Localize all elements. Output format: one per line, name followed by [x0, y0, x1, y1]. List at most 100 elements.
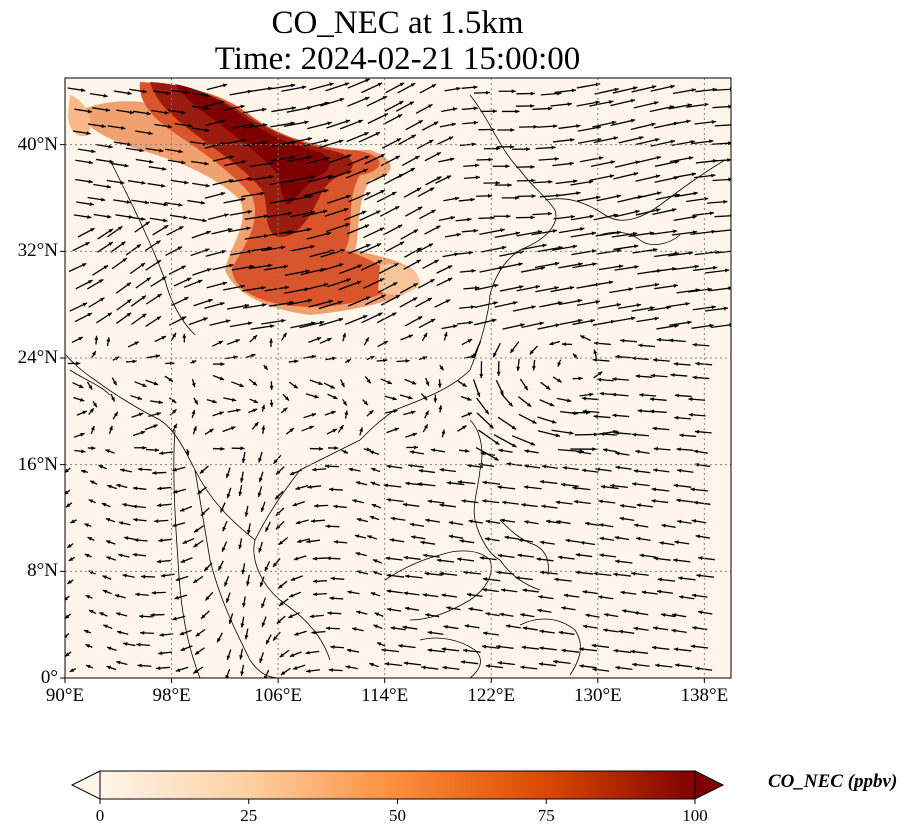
wind-arrow	[673, 647, 692, 652]
wind-arrow	[397, 167, 416, 179]
wind-arrow	[324, 208, 349, 217]
wind-arrow	[652, 266, 677, 273]
wind-arrow	[667, 119, 691, 126]
wind-arrow	[446, 481, 465, 486]
wind-arrow	[108, 425, 113, 434]
wind-arrow	[114, 594, 126, 599]
wind-arrow	[344, 410, 349, 419]
wind-arrow	[330, 576, 345, 581]
wind-arrow	[499, 612, 514, 617]
lat-tick-label: 24°N	[17, 347, 58, 368]
colorbar-label: CO_NEC (ppbv)	[768, 771, 898, 792]
wind-arrow	[75, 159, 94, 165]
wind-arrow	[152, 471, 167, 475]
wind-arrow	[438, 157, 455, 163]
wind-arrow	[240, 471, 244, 483]
wind-arrow	[539, 193, 561, 198]
wind-arrow	[370, 591, 381, 597]
wind-arrow	[545, 519, 561, 524]
wind-arrow	[612, 413, 630, 418]
wind-arrow	[67, 87, 86, 92]
wind-arrow	[144, 239, 161, 252]
wind-arrow	[358, 131, 381, 143]
wind-arrow	[611, 231, 638, 238]
wind-arrow	[523, 485, 542, 490]
wind-arrow	[464, 624, 480, 629]
wind-arrow	[192, 666, 204, 674]
wind-arrow	[397, 134, 417, 146]
wind-arrow	[669, 320, 692, 326]
wind-arrow	[418, 356, 428, 361]
wind-arrow	[271, 106, 297, 113]
wind-arrow	[327, 154, 352, 164]
wind-arrow	[399, 394, 413, 400]
wind-arrow	[206, 83, 228, 91]
wind-arrow	[145, 379, 159, 386]
wind-arrow	[110, 393, 116, 402]
wind-arrow	[670, 373, 688, 377]
wind-arrow	[386, 607, 402, 612]
wind-arrow	[695, 666, 713, 671]
wind-arrow	[473, 318, 497, 326]
wind-arrow	[151, 590, 166, 595]
wind-arrow	[225, 467, 231, 479]
wind-arrow	[107, 225, 123, 238]
wind-arrow	[715, 250, 731, 254]
wind-arrow	[708, 286, 731, 292]
wind-arrow	[580, 540, 596, 546]
wind-arrow	[86, 381, 93, 390]
wind-arrow	[88, 609, 97, 615]
wind-arrow	[371, 503, 381, 509]
wind-arrow	[669, 156, 694, 163]
wind-arrow	[531, 229, 558, 236]
wind-arrow	[515, 103, 535, 108]
wind-arrow	[696, 573, 715, 578]
wind-arrow	[651, 229, 678, 235]
wind-arrow	[212, 155, 235, 162]
wind-arrow	[476, 412, 494, 429]
wind-arrow	[169, 214, 188, 220]
wind-arrow	[641, 590, 658, 595]
wind-arrow	[226, 487, 232, 499]
wind-arrow	[635, 174, 661, 182]
wind-arrow	[674, 393, 692, 398]
wind-arrow	[404, 247, 422, 258]
wind-arrow	[597, 377, 614, 382]
wind-arrow	[570, 179, 594, 186]
wind-arrow	[571, 214, 595, 221]
wind-arrow	[346, 131, 369, 143]
wind-arrow	[150, 612, 165, 617]
wind-arrow	[199, 465, 209, 474]
wind-arrow	[495, 379, 504, 396]
wind-arrow	[581, 396, 599, 401]
wind-arrow	[376, 191, 397, 203]
wind-arrow	[657, 577, 676, 582]
wind-arrow	[460, 660, 479, 665]
wind-arrow	[116, 483, 128, 489]
wind-arrow	[242, 285, 266, 292]
wind-arrow	[193, 298, 213, 307]
wind-arrow	[91, 350, 97, 358]
wind-arrow	[113, 199, 131, 204]
wind-arrow	[576, 300, 601, 307]
wind-arrow	[156, 666, 171, 671]
wind-arrow	[694, 120, 716, 125]
wind-arrow	[403, 555, 421, 560]
lon-tick-label: 90°E	[45, 685, 85, 706]
wind-arrow	[572, 318, 595, 326]
wind-arrow	[225, 592, 231, 604]
wind-arrow	[293, 555, 307, 561]
wind-arrow	[613, 172, 639, 180]
wind-arrow	[269, 399, 274, 407]
wind-arrow	[690, 644, 709, 649]
wind-arrow	[344, 358, 352, 364]
wind-arrow	[275, 520, 285, 530]
wind-arrow	[479, 228, 505, 235]
colorbar-tick-label: 25	[240, 806, 258, 825]
wind-arrow	[360, 259, 383, 271]
wind-arrow	[692, 375, 710, 380]
wind-arrow	[619, 516, 635, 521]
wind-arrow	[712, 141, 731, 146]
wind-arrow	[476, 157, 493, 162]
wind-arrow	[341, 398, 348, 406]
